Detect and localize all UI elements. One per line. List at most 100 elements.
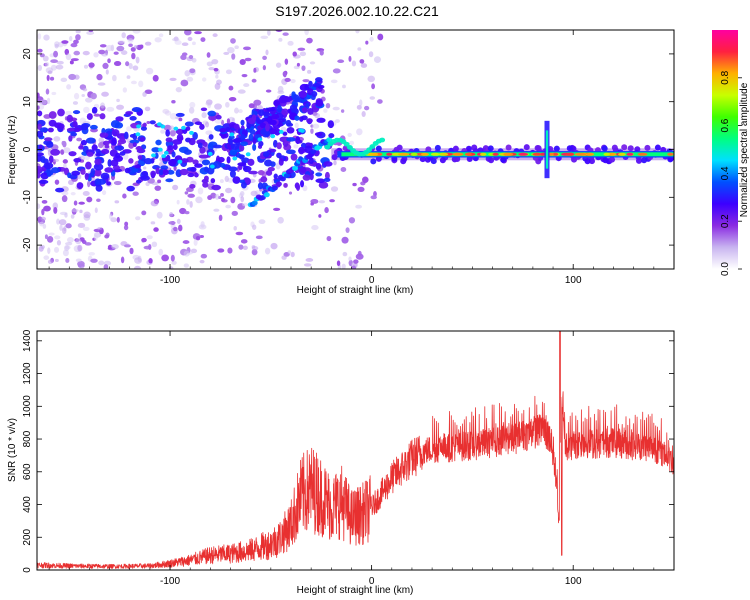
spectrogram-noise-cell [225,187,233,194]
spectrogram-noise-cell [110,159,119,167]
spectrogram-noise-cell [265,170,273,176]
spectrogram-noise-cell [176,133,184,142]
spectrogram-noise-cell [206,52,211,58]
spectrogram-noise-cell [98,142,104,149]
spectrogram-noise-cell [183,263,190,268]
spectrogram-noise-cell [134,164,142,169]
spectrogram-band-cell [277,105,282,113]
spectrogram-noise-cell [186,76,194,82]
carrier-halo-cell [419,156,426,163]
spectrogram-noise-cell [126,185,135,192]
snr-ytick-label: 1200 [22,362,33,385]
spectrogram-noise-cell [198,154,209,159]
spectrogram-noise-cell [238,109,243,114]
carrier-core-cell [565,152,575,156]
spectrogram-noise-cell [139,136,146,142]
spectrogram-noise-cell [116,216,120,223]
carrier-halo-cell [454,156,461,163]
spectrogram-band-cell [307,108,314,115]
spectrogram-noise-cell [347,132,352,137]
spectrogram-noise-cell [237,162,247,167]
spectrogram-noise-cell [112,74,117,82]
spectrogram-noise-cell [154,152,159,159]
spectrogram-noise-cell [175,128,184,135]
spectrogram-noise-cell [231,53,236,60]
spectrogram-noise-cell [171,260,177,265]
spectrogram-noise-cell [158,248,164,256]
spectrogram-xtick-label: 0 [369,275,375,286]
spectrogram-noise-cell [45,88,50,95]
spectrogram-noise-cell [369,96,376,100]
spectrogram-noise-cell [184,121,194,127]
spectrogram-noise-cell [260,35,269,40]
carrier-core-cell [438,152,449,156]
spectrogram-noise-cell [81,93,85,97]
spectrogram-noise-cell [111,137,117,145]
carrier-core-cell [465,152,472,156]
spectrogram-noise-cell [192,41,196,46]
spectrogram-band-cell [299,90,308,98]
spectrogram-noise-cell [66,84,72,90]
spectrogram-noise-cell [187,173,195,178]
spectrogram-noise-cell [178,224,183,232]
spectrogram-noise-cell [203,175,209,182]
colorbar-tick-label: 0.4 [720,166,731,180]
spectrogram-noise-cell [355,30,360,34]
spectrogram-noise-cell [165,129,171,137]
spectrogram-noise-cell [37,64,43,72]
spectrogram-noise-cell [353,259,359,264]
spectrogram-noise-cell [38,144,43,150]
spectrogram-noise-cell [78,201,85,205]
spectrogram-noise-cell [277,85,284,93]
spectrogram-noise-cell [299,166,307,174]
spectrogram-noise-cell [356,128,363,136]
spectrogram-noise-cell [299,116,304,122]
spectrogram-rising-trace [279,176,286,182]
spectrogram-noise-cell [207,110,217,117]
spectrogram-band-cell [308,80,313,88]
spectrogram-rising-trace [292,165,299,171]
spectrogram-noise-cell [194,121,203,126]
spectrogram-noise-cell [120,50,128,55]
spectrogram-band-cell [233,123,240,130]
spectrogram-noise-cell [265,49,269,56]
spectrogram-noise-cell [305,258,314,262]
spectrogram-noise-cell [54,258,59,263]
spectrogram-noise-cell [208,134,214,140]
spectrogram-noise-cell [50,148,61,156]
spectrogram-noise-cell [107,159,112,167]
spectrogram-noise-cell [329,199,335,203]
spectrogram-noise-cell [80,139,88,146]
spectrogram-bright-spot [209,164,215,169]
spectrogram-band-cell [249,129,256,135]
spectrogram-noise-cell [172,184,179,191]
spectrogram-noise-cell [85,161,92,170]
spectrogram-noise-cell [91,106,98,114]
spectrogram-noise-cell [182,240,190,244]
spectrogram-noise-cell [208,66,215,71]
spectrogram-noise-cell [137,155,143,160]
spectrogram-noise-cell [273,207,281,212]
spectrogram-noise-cell [131,106,142,113]
spectrogram-noise-cell [90,258,98,263]
spectrogram-bright-spot [270,134,276,139]
spectrogram-noise-cell [316,117,326,123]
spectrogram-noise-cell [146,235,153,240]
spectrogram-noise-cell [82,191,90,196]
spectrogram-noise-cell [219,128,227,133]
snr-ytick-label: 200 [22,528,33,545]
spectrogram-noise-cell [341,263,346,269]
carrier-core-cell [518,152,529,156]
spectrogram-noise-cell [44,137,53,142]
spectrogram-noise-cell [184,30,192,36]
spectrogram-noise-cell [225,101,230,108]
snr-ytick-label: 0 [22,567,33,573]
spectrogram-rising-trace [328,133,335,139]
spectrogram-noise-cell [197,142,203,149]
carrier-halo-cell [400,158,407,165]
spectrogram-noise-cell [106,181,112,186]
spectrogram-rising-trace [251,200,258,206]
spectrogram-noise-cell [135,216,141,221]
spectrogram-noise-cell [73,200,78,206]
